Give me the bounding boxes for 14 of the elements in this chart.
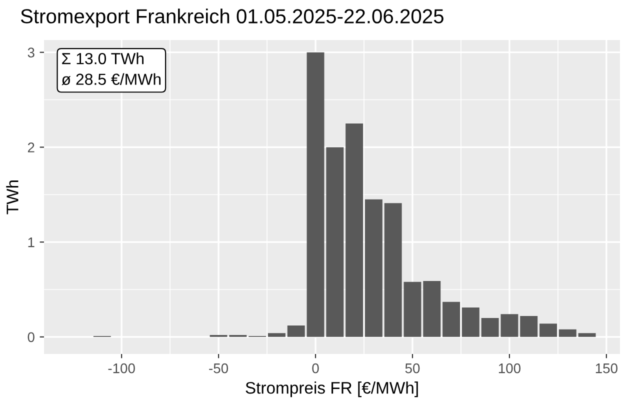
x-tick-label: -100 bbox=[108, 363, 135, 374]
x-tick-label: 0 bbox=[312, 363, 319, 374]
x-tick-label: 100 bbox=[498, 363, 520, 374]
y-axis-title: TWh bbox=[6, 180, 18, 214]
y-tick-label: 2 bbox=[28, 142, 34, 152]
chart-title: Stromexport Frankreich 01.05.2025-22.06.2025 bbox=[20, 8, 444, 28]
x-tick-label: 150 bbox=[596, 363, 618, 374]
y-tick-label: 1 bbox=[28, 238, 34, 248]
x-axis-title: Strompreis FR [€/MWh] bbox=[246, 382, 418, 398]
x-tick-label: 50 bbox=[405, 363, 420, 374]
annotation: Σ 13.0 TWh ø 28.5 €/MWh bbox=[62, 52, 161, 86]
y-tick-label: 0 bbox=[28, 332, 34, 342]
y-tick-label: 3 bbox=[28, 48, 34, 58]
x-tick-label: -50 bbox=[209, 363, 228, 374]
